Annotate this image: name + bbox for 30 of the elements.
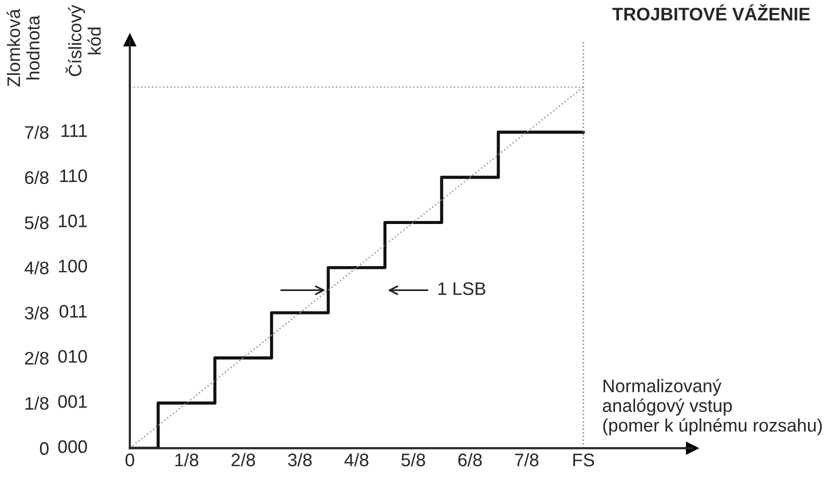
x-tick-label: 3/8 — [288, 453, 312, 466]
y-tick-label: 0 — [40, 442, 49, 455]
x-tick-label: FS — [573, 454, 594, 466]
x-tick-label: 0 — [126, 454, 134, 466]
x-axis-title: Normalizovaný analógový vstup (pomer k úplnému rozsahu) — [602, 378, 822, 436]
text: 111 — [62, 124, 87, 137]
y-tick-label: 3/8 — [24, 306, 48, 320]
text: 101 — [58, 214, 87, 228]
y-tick-label: 2/8 — [25, 351, 48, 365]
x-tick-label: 2/8 — [232, 453, 255, 466]
text: 000 — [58, 440, 87, 454]
x-tick-label: 1/8 — [175, 453, 198, 466]
x-tick-label: 7/8 — [515, 453, 538, 466]
y-tick-label: 1/8 — [26, 396, 48, 410]
text: 110 — [60, 169, 87, 182]
y-tick-label: 6/8 — [25, 170, 48, 184]
y-tick-label: 7/8 — [25, 126, 48, 139]
text: 011 — [60, 304, 87, 318]
annotation: 1 LSB — [438, 282, 486, 296]
text: 010 — [58, 350, 87, 363]
x-tick-label: 4/8 — [344, 453, 368, 466]
text: 001 — [58, 395, 87, 408]
text: Číslicový kód — [66, 4, 101, 76]
chart-title: TROJBITOVÉ VÁŽENIE — [612, 4, 810, 21]
y-tick-label: 4/8 — [24, 261, 48, 274]
text: 100 — [58, 260, 87, 272]
x-tick-label: 6/8 — [458, 453, 482, 466]
x-tick-label: 5/8 — [401, 453, 426, 466]
y-axis-title: Zlomková hodnota — [6, 8, 40, 87]
y-tick-label: 5/8 — [24, 216, 48, 230]
